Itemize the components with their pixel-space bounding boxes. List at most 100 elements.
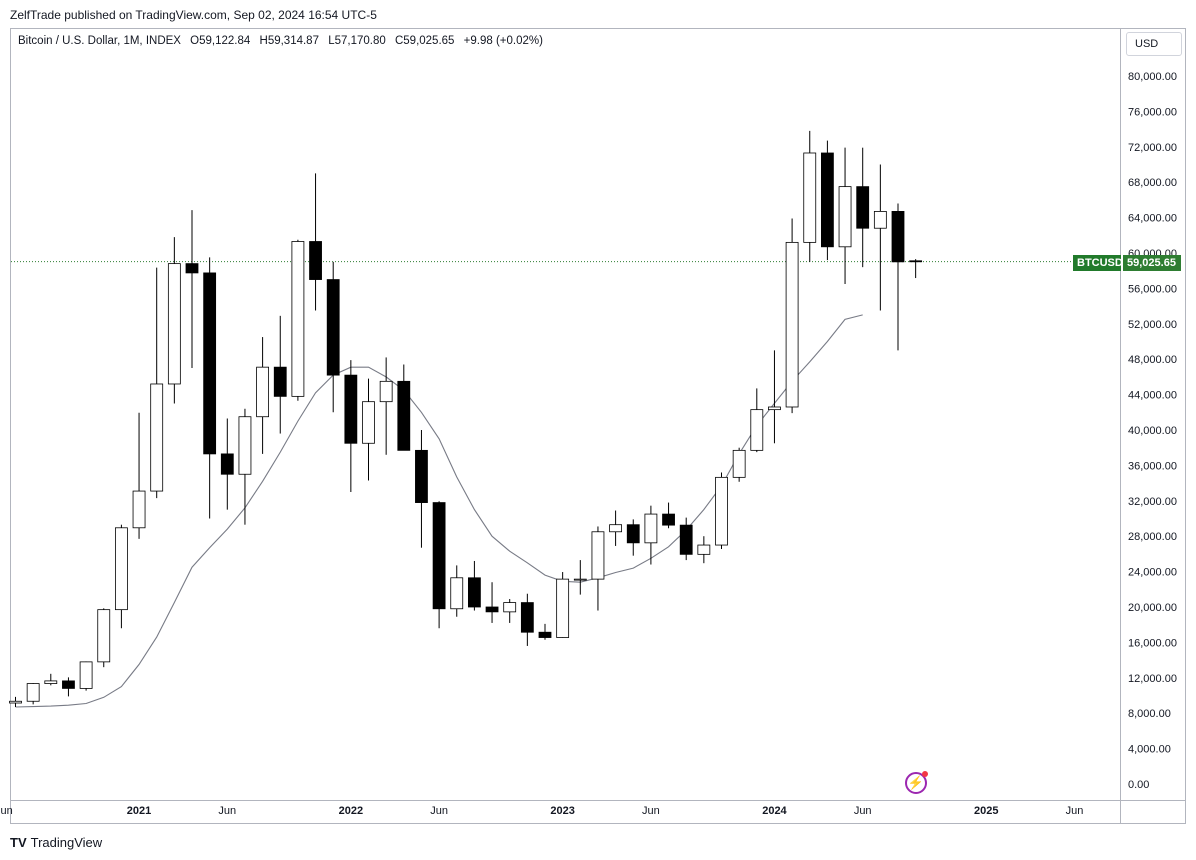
candle-body xyxy=(785,241,799,408)
candle-body xyxy=(220,453,234,475)
candle-body xyxy=(362,401,375,444)
price-axis-separator xyxy=(1120,28,1121,824)
ohlc-high-label: H xyxy=(259,35,268,47)
brand-name: TradingView xyxy=(30,835,103,850)
price-tag-value: 59,025.65 xyxy=(1123,255,1181,271)
ohlc-close: 59,025.65 xyxy=(403,35,455,47)
tradingview-brand: TV TradingView xyxy=(10,835,102,850)
tradingview-logo-icon: TV xyxy=(10,835,27,850)
candle-body xyxy=(397,380,411,451)
x-tick-label: Jun xyxy=(218,805,236,817)
x-tick-label: 2022 xyxy=(339,805,363,817)
ohlc-close-label: C xyxy=(394,35,404,47)
y-tick-label: 40,000.00 xyxy=(1128,425,1177,437)
candle-body xyxy=(909,260,923,263)
candle-body xyxy=(185,263,199,274)
candle-body xyxy=(97,609,111,663)
y-tick-label: 28,000.00 xyxy=(1128,531,1177,543)
candle-body xyxy=(697,544,711,555)
candle-body xyxy=(520,602,534,633)
candle-body xyxy=(838,186,852,248)
candle-body xyxy=(167,263,181,385)
candle-body xyxy=(662,513,675,526)
y-tick-label: 20,000.00 xyxy=(1128,602,1177,614)
candle-body xyxy=(485,606,499,613)
candle-body xyxy=(626,524,640,544)
currency-button[interactable]: USD xyxy=(1126,32,1182,56)
ohlc-change: +9.98 (+0.02%) xyxy=(463,35,543,47)
lightning-icon[interactable]: ⚡ xyxy=(905,771,928,794)
y-tick-label: 36,000.00 xyxy=(1128,460,1177,472)
candle-body xyxy=(573,578,587,581)
y-tick-label: 64,000.00 xyxy=(1128,213,1177,225)
y-tick-label: 24,000.00 xyxy=(1128,567,1177,579)
candle-body xyxy=(150,383,164,492)
y-tick-label: 8,000.00 xyxy=(1128,708,1171,720)
candle-body xyxy=(803,152,817,243)
candle-body xyxy=(644,513,658,544)
candle-body xyxy=(750,409,764,451)
ohlc-low-label: L xyxy=(328,35,335,47)
candle-body xyxy=(203,272,217,455)
candle-body xyxy=(821,152,834,248)
candle-body xyxy=(856,186,870,229)
ohlc-open-label: O xyxy=(190,35,200,47)
y-tick-label: 56,000.00 xyxy=(1128,283,1177,295)
y-tick-label: 0.00 xyxy=(1128,779,1149,791)
candle-body xyxy=(115,527,128,611)
ohlc-low: 57,170.80 xyxy=(334,35,386,47)
y-tick-label: 44,000.00 xyxy=(1128,390,1177,402)
candle-body xyxy=(715,476,728,546)
ohlc-high: 59,314.87 xyxy=(267,35,319,47)
y-tick-label: 48,000.00 xyxy=(1128,354,1177,366)
ohlc-open: 59,122.84 xyxy=(199,35,251,47)
candle-body xyxy=(326,279,340,376)
candle-body xyxy=(467,577,481,608)
candle-body xyxy=(379,380,393,403)
candle-body xyxy=(609,524,622,533)
candle-body xyxy=(79,661,93,689)
candle-body xyxy=(26,683,40,702)
y-tick-label: 80,000.00 xyxy=(1128,71,1177,83)
notification-dot xyxy=(922,771,928,777)
candle-body xyxy=(556,578,570,638)
candle-body xyxy=(238,416,252,475)
x-tick-label: 2025 xyxy=(974,805,998,817)
symbol-name: Bitcoin / U.S. Dollar, 1M, INDEX xyxy=(18,35,181,47)
x-tick-label: 2024 xyxy=(762,805,787,817)
candle-body xyxy=(291,241,305,397)
x-tick-label: 2023 xyxy=(550,805,574,817)
candle-body xyxy=(873,211,887,229)
candle-body xyxy=(273,366,287,397)
candle-body xyxy=(503,602,517,613)
chart-frame xyxy=(10,28,1186,824)
candle-body xyxy=(538,631,552,638)
y-tick-label: 4,000.00 xyxy=(1128,744,1171,756)
candle-body xyxy=(132,490,146,529)
y-tick-label: 76,000.00 xyxy=(1128,106,1177,118)
time-axis-separator xyxy=(10,800,1186,801)
y-tick-label: 12,000.00 xyxy=(1128,673,1177,685)
candle-body xyxy=(768,406,781,411)
candle-body xyxy=(256,366,270,418)
candle-body xyxy=(450,577,464,610)
y-tick-label: 68,000.00 xyxy=(1128,177,1177,189)
symbol-legend: Bitcoin / U.S. Dollar, 1M, INDEX O59,122… xyxy=(18,35,543,47)
x-tick-label: Jun xyxy=(642,805,660,817)
y-tick-label: 16,000.00 xyxy=(1128,637,1177,649)
candle-body xyxy=(891,211,905,263)
publisher-header: ZelfTrade published on TradingView.com, … xyxy=(10,8,377,22)
y-tick-label: 72,000.00 xyxy=(1128,142,1177,154)
y-tick-label: 52,000.00 xyxy=(1128,319,1177,331)
candle-body xyxy=(732,449,746,478)
candle-body xyxy=(679,524,693,555)
price-tag-symbol: BTCUSD xyxy=(1073,255,1123,271)
x-tick-label: Jun xyxy=(1066,805,1084,817)
candle-body xyxy=(309,241,322,280)
candle-body xyxy=(415,449,428,503)
candle-body xyxy=(591,531,605,580)
x-tick-label: un xyxy=(1,805,13,817)
candle-body xyxy=(9,700,22,704)
x-tick-label: Jun xyxy=(430,805,448,817)
